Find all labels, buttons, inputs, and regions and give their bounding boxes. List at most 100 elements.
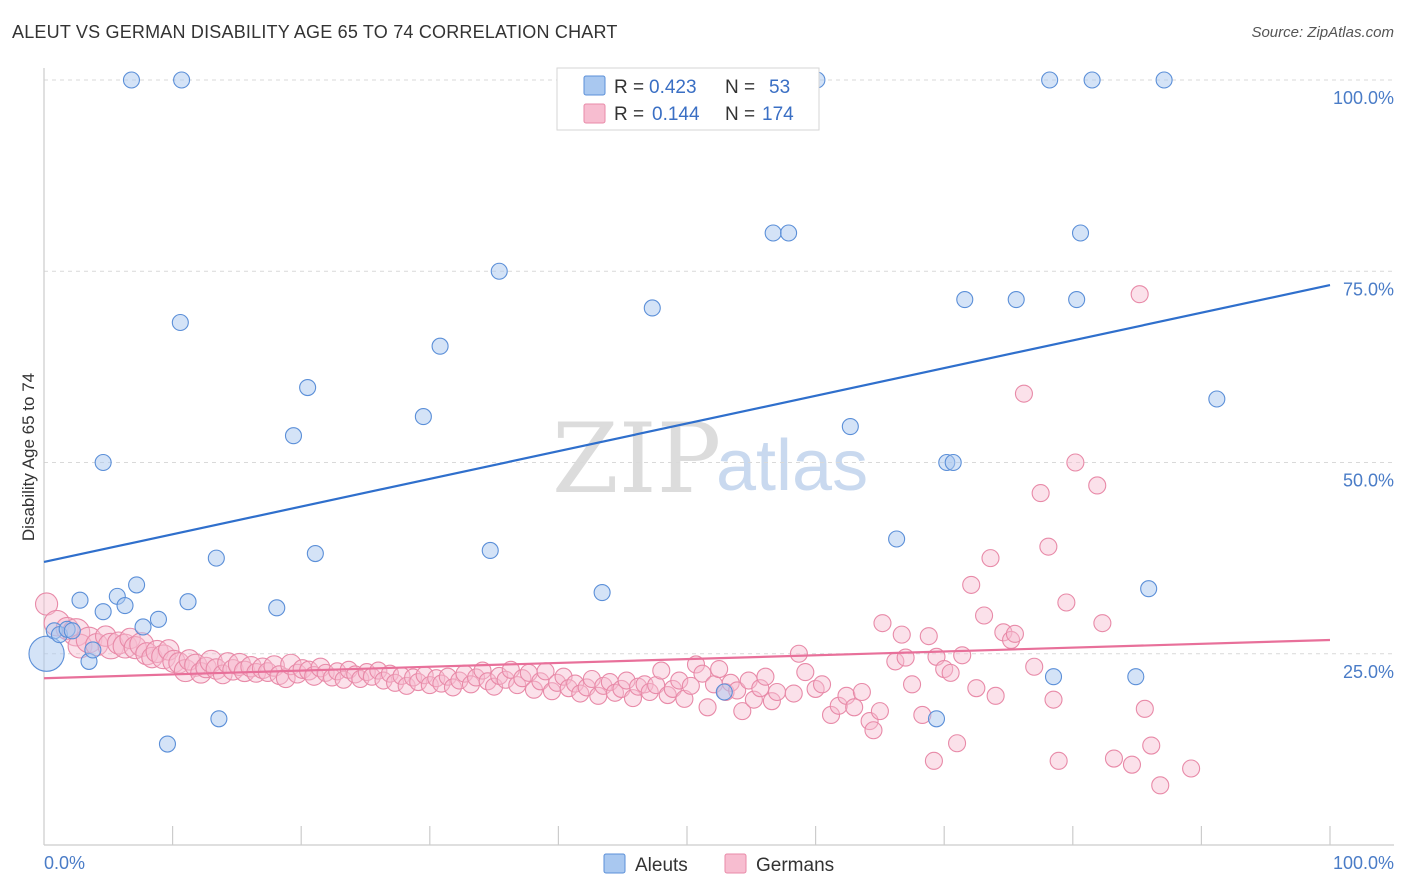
x-ticks [172,826,1331,845]
germans-point [902,675,922,694]
germans-point [1093,614,1112,633]
germans-point [275,668,296,689]
germans-point [617,671,636,690]
aleuts-point [1208,390,1226,408]
germans-point [1151,776,1170,795]
germans-point [892,625,911,644]
germans-point [762,692,781,711]
bottom-legend-swatch-germans [724,853,747,874]
germans-point [1088,476,1107,495]
legend-r-label-germans: R = [614,104,644,125]
germans-point [812,675,832,694]
germans-point [374,671,393,690]
germans-point [852,682,871,702]
germans-point [967,679,986,698]
germans-point [829,696,848,715]
germans-point [1031,484,1050,503]
germans-point [670,671,689,690]
legend-n-value-germans: 174 [762,104,794,125]
aleuts-point [764,224,782,242]
aleuts-point [158,735,177,753]
legend-swatch-germans [583,103,606,124]
germans-point [1044,690,1063,709]
trendline-germans [43,638,1331,680]
germans-point [751,679,770,698]
germans-point [566,674,585,693]
germans-point [710,659,729,679]
germans-point [845,698,864,717]
legend-n-label-aleuts: N = [725,77,755,98]
aleuts-point [116,597,134,615]
germans-point [821,705,841,725]
germans-point [924,751,943,770]
germans-point [647,676,666,695]
chart-source: Source: ZipAtlas.com [1251,24,1394,41]
germans-point [864,721,883,740]
germans-point [873,614,892,633]
aleuts-point [94,453,112,472]
aleuts-point [134,618,152,636]
germans-point [1014,384,1033,403]
germans-point [1039,537,1058,556]
legend-r-value-aleuts: 0.423 [649,77,697,98]
germans-point [948,734,967,753]
germans-point [623,689,643,708]
bottom-legend-label-aleuts: Aleuts [635,855,688,876]
aleuts-point [888,530,906,548]
germans-point [559,679,578,698]
aleuts-point [841,417,859,436]
germans-point [380,664,399,683]
germans-point [744,690,763,709]
germans-point [784,684,803,703]
germans-point [789,644,808,663]
aleuts-point [643,299,661,317]
germans-point [409,673,428,692]
aleuts-point [1155,71,1173,89]
watermark-atlas: atlas [716,426,868,506]
germans-point [212,664,233,685]
germans-point [681,676,700,695]
aleuts-point [173,71,191,89]
germans-point [733,702,752,721]
aleuts-point [84,641,102,659]
legend-n-value-aleuts: 53 [769,77,790,98]
y-tick-label: 25.0% [1343,662,1394,682]
germans-point [1135,699,1154,718]
aleuts-point [207,549,225,567]
germans-point [981,549,1000,568]
germans-point [919,627,938,646]
germans-point [1066,453,1085,472]
aleuts-point [780,224,798,242]
aleuts-point [284,427,303,445]
aleuts-point [71,591,89,609]
aleuts-point [1041,71,1059,89]
legend-swatch-aleuts [583,75,606,96]
germans-point [796,663,815,682]
series-germans-points [34,285,1201,795]
germans-point [986,686,1005,705]
germans-point [1142,736,1161,755]
aleuts-point [1083,71,1101,89]
aleuts-point [414,408,432,426]
aleuts-point [593,583,611,602]
germans-point [316,663,335,682]
aleuts-point [927,710,946,728]
germans-point [485,677,504,696]
germans-point [443,678,462,697]
germans-point [767,682,787,702]
aleuts-point [210,710,228,728]
germans-point [962,575,981,594]
aleuts-point [171,313,189,332]
aleuts-point [1140,580,1158,598]
legend-r-label-aleuts: R = [614,77,644,98]
aleuts-point [944,453,962,472]
germans-point [1104,749,1124,768]
x-tick-label-min: 0.0% [44,853,85,873]
germans-point [640,682,659,702]
germans-point [94,625,117,647]
germans-point [280,653,302,676]
germans-point [432,674,451,693]
germans-point [870,702,889,721]
trend-lines [43,283,1331,680]
germans-point [693,664,712,683]
